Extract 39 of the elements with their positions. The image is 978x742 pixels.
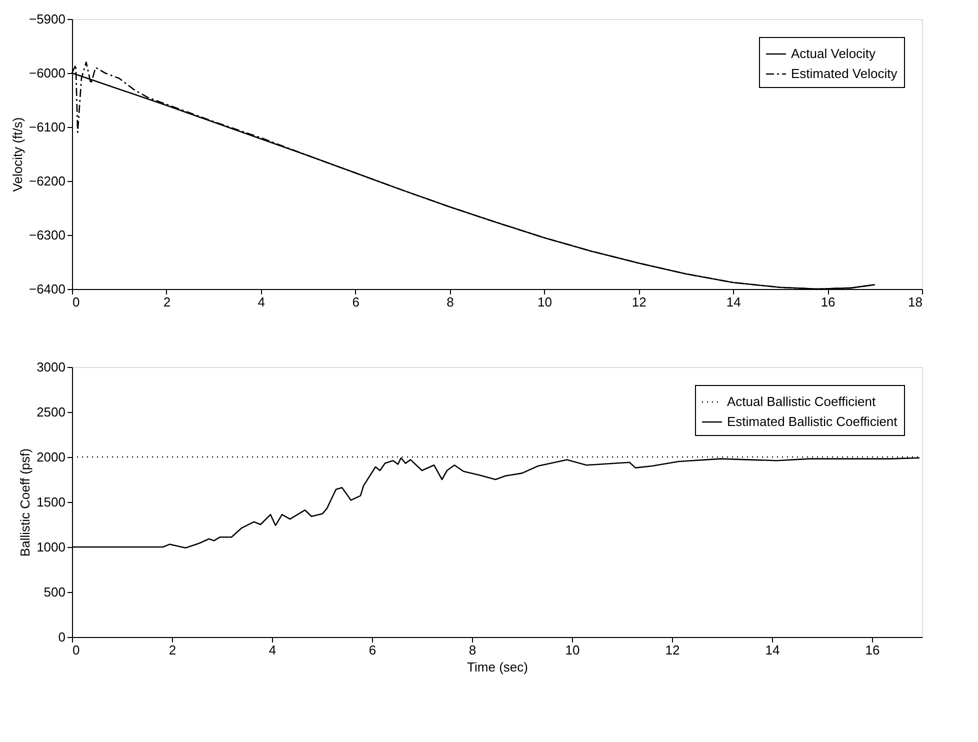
x-tick-label: 4 bbox=[268, 642, 276, 658]
y-tick-label: −6300 bbox=[28, 228, 66, 242]
y-tick-label: 0 bbox=[58, 630, 66, 644]
x-tick-label: 0 bbox=[72, 642, 80, 658]
y-tick-label: −6400 bbox=[28, 282, 66, 296]
x-tick-label: 2 bbox=[168, 642, 176, 658]
y-tick-label: 500 bbox=[44, 584, 66, 600]
y-tick-label: −6200 bbox=[28, 174, 66, 188]
x-tick-label: 14 bbox=[726, 294, 741, 310]
x-tick-label: 4 bbox=[258, 294, 266, 310]
x-tick-label: 10 bbox=[537, 294, 552, 310]
x-tick-label: 10 bbox=[565, 642, 580, 658]
x-tick-label: 16 bbox=[820, 294, 836, 310]
x-tick-label: 8 bbox=[468, 642, 476, 658]
y-axis-title: Velocity (ft/s) bbox=[10, 117, 25, 192]
y-tick-label: −5900 bbox=[28, 12, 66, 26]
y-tick-label: 2000 bbox=[36, 450, 66, 464]
legend-label: Actual Ballistic Coefficient bbox=[727, 394, 876, 409]
x-tick-label: 6 bbox=[352, 294, 360, 310]
x-tick-label: 16 bbox=[865, 642, 880, 658]
x-tick-label: 8 bbox=[446, 294, 454, 310]
x-tick-label: 0 bbox=[72, 294, 80, 310]
y-tick-label: 1500 bbox=[36, 494, 66, 510]
y-tick-label: −6100 bbox=[28, 120, 66, 134]
x-tick-label: 12 bbox=[665, 642, 680, 658]
y-axis-title: Ballistic Coeff (psf) bbox=[18, 448, 33, 557]
x-tick-label: 6 bbox=[368, 642, 376, 658]
x-tick-label: 2 bbox=[163, 294, 171, 310]
x-tick-label: 12 bbox=[632, 294, 646, 310]
y-tick-label: 3000 bbox=[36, 360, 66, 374]
legend-label: Actual Velocity bbox=[791, 46, 876, 61]
y-tick-label: 1000 bbox=[36, 540, 66, 554]
x-tick-label: 18 bbox=[908, 294, 922, 310]
x-tick-label: 14 bbox=[765, 642, 780, 658]
legend-label: Estimated Velocity bbox=[791, 66, 898, 81]
legend-label: Estimated Ballistic Coefficient bbox=[727, 414, 898, 429]
y-tick-label: −6000 bbox=[28, 66, 66, 80]
x-axis-title: Time (sec) bbox=[467, 660, 528, 674]
y-tick-label: 2500 bbox=[36, 404, 66, 420]
